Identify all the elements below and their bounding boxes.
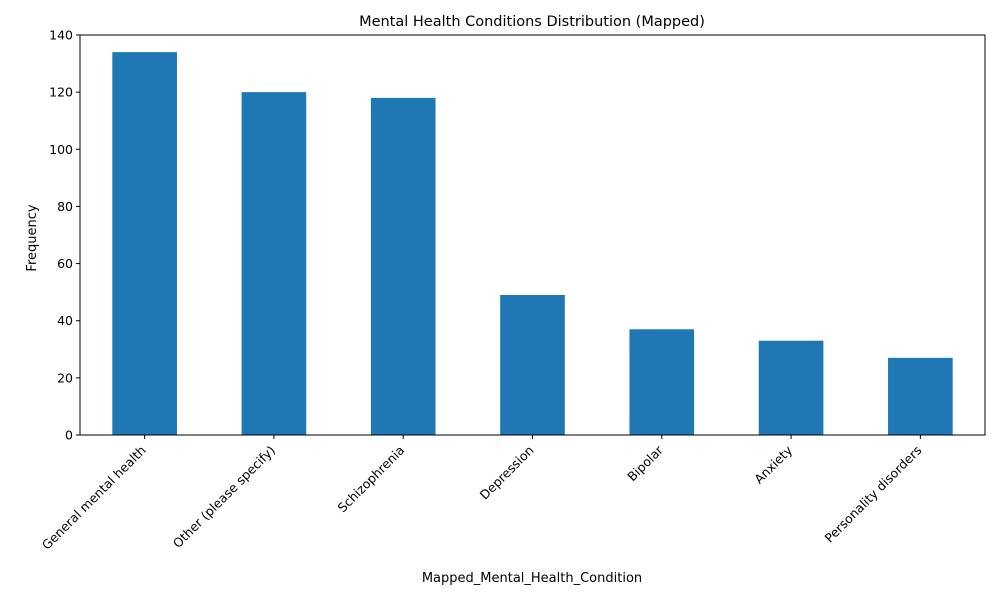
x-axis-label: Mapped_Mental_Health_Condition [422, 571, 642, 586]
bar-general-mental-health [112, 52, 177, 436]
y-tick-label: 20 [57, 370, 73, 385]
y-tick-label: 100 [49, 142, 73, 157]
x-tick-label: General mental health [39, 443, 149, 553]
bar-personality-disorders [888, 357, 953, 435]
x-tick-label: Schizophrenia [335, 443, 408, 516]
x-tick-label: Depression [477, 443, 537, 503]
x-tick-label: Bipolar [624, 442, 666, 484]
plot-frame [79, 34, 986, 436]
bar-bipolar [629, 329, 695, 435]
y-axis-ticks: 0 20 40 60 80 100 120 140 [49, 28, 80, 443]
y-axis-label: Frequency [25, 204, 40, 271]
y-tick-label: 140 [49, 28, 73, 43]
y-tick-label: 0 [65, 428, 73, 443]
x-tick-label: Anxiety [751, 442, 796, 487]
bar-other-please-specify [241, 92, 307, 436]
bar-anxiety [758, 340, 824, 435]
bar-schizophrenia [370, 97, 436, 435]
y-tick-label: 40 [57, 313, 73, 328]
y-tick-label: 60 [57, 256, 73, 271]
bars [112, 52, 953, 436]
y-tick-label: 80 [57, 199, 73, 214]
y-tick-label: 120 [49, 85, 73, 100]
x-axis-ticks: General mental health Other (please speci… [39, 435, 924, 553]
chart-title: Mental Health Conditions Distribution (M… [359, 14, 705, 30]
bar-depression [500, 295, 565, 435]
x-tick-label: Personality disorders [821, 443, 924, 546]
x-tick-label: Other (please specify) [170, 443, 278, 551]
